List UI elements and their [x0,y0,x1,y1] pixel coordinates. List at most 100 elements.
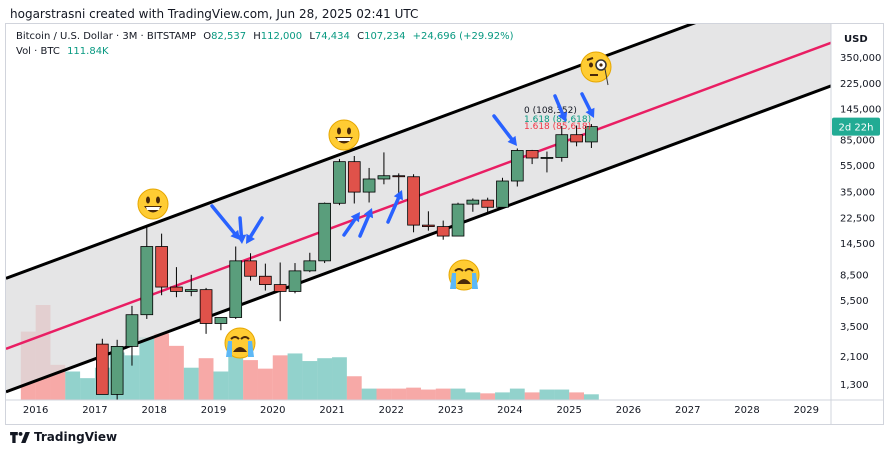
channel-lower-line [6,84,831,394]
candle [170,267,183,298]
volume-bar [65,371,81,400]
volume-bar [302,361,318,400]
emoji-brow [586,57,594,61]
arrow-annotation [386,190,403,224]
emoji-eye [146,196,150,204]
low-value: 74,434 [314,31,350,42]
candle [466,198,480,212]
arrow-head [236,234,247,244]
arrow-annotation [246,216,264,244]
candle [125,305,139,366]
volume-bar [213,371,229,400]
x-tick-label: 2023 [438,405,463,416]
candle-body [214,317,228,324]
close-value: 107,234 [364,31,406,42]
volume-bar [361,388,377,400]
volume-bar [509,388,525,400]
candle [199,287,213,334]
candle-body [110,346,124,395]
arrow-annotation [210,204,240,240]
volume-bar [569,392,584,400]
low-key: L [309,31,315,42]
volume-bar [420,389,436,400]
x-tick-label: 2016 [23,405,48,416]
chart-frame[interactable] [5,23,884,425]
volume-bar [480,393,496,400]
candle [259,263,272,291]
candle [510,148,524,187]
volume-legend[interactable]: Vol · BTC 111.84K [16,46,113,57]
emoji-face [328,119,360,151]
emoji-eye [454,268,464,272]
emoji-eye [589,62,593,68]
candle [422,211,435,231]
candle-body [347,161,361,193]
arrow-shaft [248,216,264,239]
arrow-head [585,107,595,118]
arrow-head [557,111,568,122]
grinning-face-emoji [328,119,360,151]
x-tick-label: 2028 [734,405,759,416]
candle-body [303,260,317,272]
volume-bar [183,367,199,400]
candle-body [184,289,198,292]
arrow-annotation [358,208,374,238]
candle [273,262,287,322]
arrow-annotation [553,94,568,122]
arrow-shaft [210,204,237,235]
tradingview-icon [10,431,30,443]
candle [555,125,569,162]
x-tick-label: 2026 [616,405,641,416]
arrow-shaft [238,216,244,237]
candle-body [244,260,257,277]
candle [525,149,539,165]
candle [333,158,346,206]
emoji-eye [230,336,240,340]
candle-body [140,246,154,316]
emoji-tear [248,341,254,357]
arrow-shaft [386,196,401,224]
candle [288,263,302,294]
volume-bar [139,337,155,400]
y-tick-label: 8,500 [840,270,869,281]
emoji-face [448,259,480,291]
fib-level-mid: 1.618 (85,618) [524,115,591,125]
x-tick-label: 2022 [379,405,404,416]
candle-body [451,203,465,237]
candle-body [170,286,183,292]
candle-body [333,161,346,204]
emoji-eye [337,127,341,135]
candle [155,233,168,296]
volume-key: Vol · BTC [16,46,60,57]
volume-bar [435,388,451,400]
volume-bar [169,345,184,400]
emoji-tear [226,341,232,357]
arrow-annotation [342,212,360,237]
volume-bar [450,388,466,400]
emoji-eye [240,336,250,340]
arrow-shaft [553,94,565,116]
countdown-badge[interactable]: 2d 22h [832,117,880,136]
candle-body [525,150,539,159]
symbol-legend[interactable]: Bitcoin / U.S. Dollar · 3M · BITSTAMP O8… [16,31,517,42]
candle-body [481,199,494,208]
y-tick-label: 55,000 [840,161,875,172]
arrow-head [363,208,374,219]
y-tick-label: 22,500 [840,213,875,224]
tradingview-logo[interactable]: TradingView [10,430,117,444]
countdown-badge-bg [832,117,880,136]
candle [347,155,361,204]
arrow-shaft [342,217,357,237]
candle [318,202,331,264]
x-tick-label: 2025 [556,405,581,416]
y-tick-label: 85,000 [840,136,875,147]
arrow-head [246,233,255,244]
arrow-shaft [358,214,371,238]
y-tick-label: 1,300 [840,380,869,391]
arrow-shaft [580,92,592,112]
volume-bar [554,389,570,400]
volume-value: 111.84K [67,46,109,57]
emoji-tear [450,273,456,289]
candle-body [407,176,420,226]
